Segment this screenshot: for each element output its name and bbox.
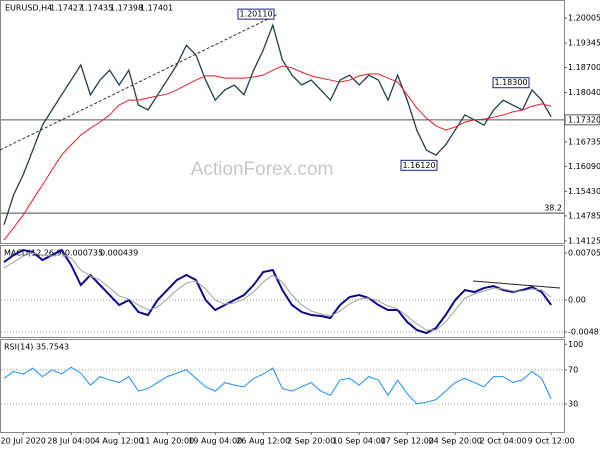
rsi-panel — [0, 339, 565, 433]
y-tick-label: 1.19345 — [568, 39, 600, 48]
y-tick-label: 1.16090 — [568, 162, 600, 171]
annotation-label: 1.18300 — [494, 78, 527, 87]
watermark: ActionForex.com — [191, 159, 334, 180]
y-tick-label: 30 — [568, 399, 578, 408]
symbol: EURUSD,H4 — [5, 4, 52, 13]
x-tick-label: 2 Oct 04:00 — [480, 437, 527, 446]
x-tick-label: 10 Sep 04:00 — [332, 437, 385, 446]
series-line — [3, 248, 553, 335]
y-tick-label: 1.14785 — [568, 211, 600, 220]
y-tick-label: -0.004818 — [568, 328, 600, 337]
y-tick-label: 0.007057 — [568, 249, 600, 258]
x-tick-label: 9 Oct 12:00 — [528, 437, 575, 446]
series-line — [3, 23, 552, 226]
y-tick-label: 100 — [568, 340, 583, 349]
x-tick-label: 2 Sep 20:00 — [287, 437, 335, 446]
y-tick-label: 1.18700 — [568, 63, 600, 72]
indicator-title: RSI(14) — [4, 343, 33, 352]
price-tag-label: 1.17320 — [568, 115, 600, 124]
ohlc-value: 1.17398 — [110, 4, 143, 13]
x-tick-label: 19 Aug 04:00 — [188, 437, 242, 446]
x-tick-label: 4 Aug 12:00 — [95, 437, 144, 446]
annotation-box — [400, 159, 438, 171]
y-tick-label: 0.00 — [568, 296, 586, 305]
trend-line — [0, 13, 279, 151]
x-tick-label: 26 Aug 12:00 — [236, 437, 290, 446]
price-tag — [564, 114, 600, 126]
series-line — [3, 65, 552, 241]
ohlc-value: 1.17401 — [140, 4, 173, 13]
series-line — [3, 252, 552, 331]
macd-panel — [0, 245, 565, 338]
ohlc-value: 1.17435 — [80, 4, 113, 13]
annotation-label: 1.20110 — [239, 10, 272, 19]
main-panel — [0, 0, 565, 244]
y-tick-label: 1.14125 — [568, 236, 600, 245]
annotation-box — [492, 77, 530, 89]
indicator-reading: -0.000735 — [62, 249, 103, 258]
y-tick-label: 70 — [568, 365, 578, 374]
x-tick-label: 20 Jul 2020 — [1, 437, 46, 446]
fib-label: 38.2 — [544, 204, 562, 213]
indicator-reading: 35.7543 — [36, 343, 69, 352]
x-tick-label: 24 Sep 20:00 — [428, 437, 481, 446]
series-line — [3, 366, 552, 405]
indicator-reading: 0.000439 — [100, 249, 138, 258]
ohlc-value: 1.17427 — [50, 4, 83, 13]
y-tick-label: 1.15430 — [568, 187, 600, 196]
x-tick-label: 17 Sep 12:00 — [380, 437, 433, 446]
x-tick-label: 11 Aug 20:00 — [140, 437, 194, 446]
y-tick-label: 1.16735 — [568, 138, 600, 147]
y-tick-label: 1.18040 — [568, 88, 600, 97]
annotation-box — [237, 8, 275, 20]
x-tick-label: 28 Jul 04:00 — [47, 437, 95, 446]
annotation-label: 1.16120 — [402, 161, 435, 170]
y-tick-label: 1.20005 — [568, 14, 600, 23]
macd-trend-line — [472, 280, 561, 289]
